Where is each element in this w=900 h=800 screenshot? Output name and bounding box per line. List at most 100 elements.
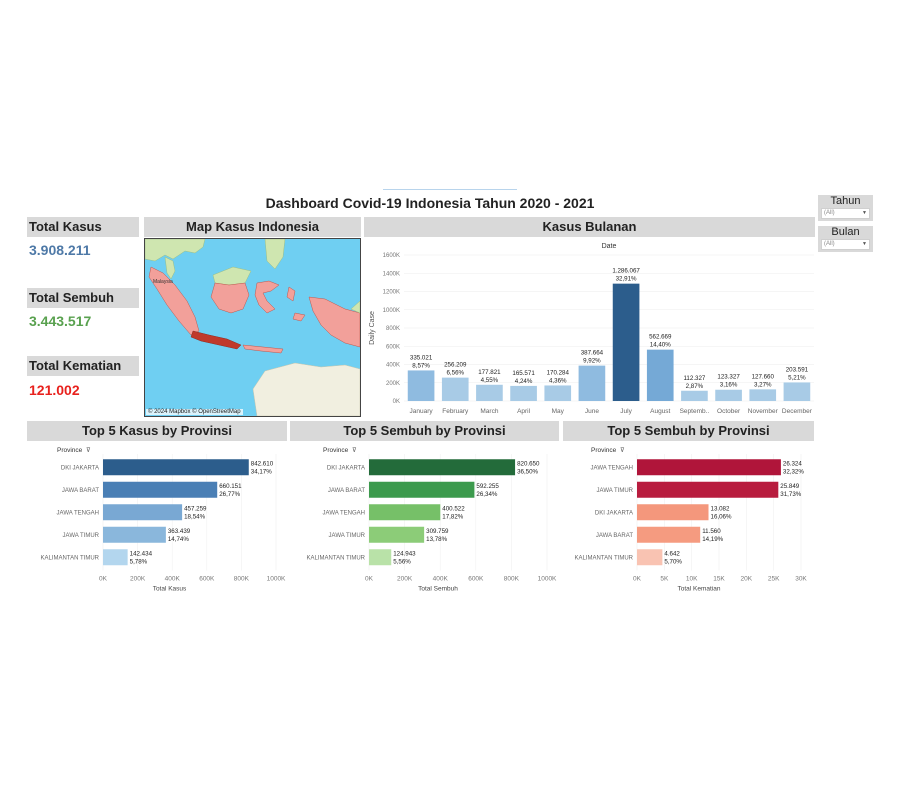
map-land-kalimantan <box>210 282 250 314</box>
monthly-y-tick: 1000K <box>383 308 400 314</box>
category-label: JAWA TIMUR <box>597 488 634 494</box>
pct-label: 14,74% <box>168 536 189 543</box>
monthly-pct-label: 4,55% <box>481 377 499 384</box>
province-bar[interactable] <box>637 459 781 476</box>
province-bar[interactable] <box>637 549 663 566</box>
monthly-pct-label: 2,87% <box>686 383 704 390</box>
monthly-y-tick: 400K <box>386 363 400 369</box>
province-bar[interactable] <box>637 526 701 543</box>
province-bar[interactable] <box>103 459 249 476</box>
category-label: JAWA BARAT <box>328 488 365 494</box>
filter-tahun-select[interactable]: (All) ▼ <box>821 208 870 219</box>
filter-icon[interactable]: ⊽ <box>352 447 357 454</box>
monthly-bar[interactable] <box>783 382 811 401</box>
map-land-sulawesi <box>254 280 280 314</box>
monthly-value-label: 256.209 <box>444 362 467 369</box>
map-land-sumatra <box>148 266 200 336</box>
pct-label: 18,54% <box>184 513 205 520</box>
filter-bulan: Bulan (All) ▼ <box>818 226 873 252</box>
monthly-bar[interactable] <box>578 365 606 401</box>
pct-label: 5,56% <box>393 558 411 565</box>
filter-bulan-value: (All) <box>824 241 835 247</box>
kpi-total-kasus-label: Total Kasus <box>27 217 139 237</box>
filter-bulan-select[interactable]: (All) ▼ <box>821 239 870 250</box>
monthly-value-label: 165.571 <box>512 370 535 377</box>
province-bar[interactable] <box>103 504 183 521</box>
map-kasus-indonesia[interactable]: Malaysia © 2024 Mapbox © OpenStreetMap <box>144 238 361 417</box>
monthly-bar[interactable] <box>681 390 708 401</box>
monthly-bar[interactable] <box>749 389 777 401</box>
map-land-maluku <box>286 286 306 322</box>
province-bar[interactable] <box>103 549 128 566</box>
province-bar[interactable] <box>103 481 218 498</box>
kpi-total-kasus-value: 3.908.211 <box>29 242 91 258</box>
monthly-pct-label: 32,91% <box>616 276 637 283</box>
monthly-value-label: 127.660 <box>752 373 775 380</box>
monthly-value-label: 203.591 <box>786 366 809 373</box>
province-bar[interactable] <box>103 526 166 543</box>
dashboard-title: Dashboard Covid-19 Indonesia Tahun 2020 … <box>265 195 595 211</box>
monthly-pct-label: 3,27% <box>754 381 772 388</box>
value-label: 660.151 <box>219 483 242 490</box>
value-label: 25.849 <box>780 483 799 490</box>
x-tick: 0K <box>633 576 642 583</box>
monthly-bar[interactable] <box>441 377 469 401</box>
map-land-java <box>190 330 242 350</box>
monthly-bar[interactable] <box>476 384 503 401</box>
filter-tahun-label: Tahun <box>830 195 861 207</box>
monthly-bar[interactable] <box>612 283 640 401</box>
monthly-bar[interactable] <box>544 385 572 401</box>
province-bar[interactable] <box>369 481 475 498</box>
x-tick: 400K <box>433 576 449 583</box>
monthly-subtitle: Date <box>602 243 617 250</box>
monthly-x-tick: December <box>782 408 813 415</box>
pct-label: 5,70% <box>664 558 682 565</box>
x-tick: 0K <box>99 576 108 583</box>
monthly-y-axis-title: Daily Case <box>369 311 376 345</box>
category-label: DKI JAKARTA <box>61 465 99 471</box>
category-label: JAWA BARAT <box>62 488 99 494</box>
filter-icon[interactable]: ⊽ <box>86 447 91 454</box>
monthly-bar[interactable] <box>510 385 537 401</box>
monthly-bar[interactable] <box>646 349 674 401</box>
monthly-chart: Date Daily Case 0K 200K 400K 600K 800K 1000K 120… <box>369 243 814 415</box>
map-land-nusa-tenggara <box>242 344 284 354</box>
map-place-label: Malaysia <box>153 279 173 285</box>
monthly-x-tick: January <box>410 408 434 415</box>
map-land-png <box>350 300 360 314</box>
pct-label: 26,77% <box>219 491 240 498</box>
monthly-value-label: 1.286.067 <box>612 268 640 275</box>
monthly-x-tick: April <box>517 408 531 415</box>
monthly-y-tick: 1400K <box>383 271 400 277</box>
monthly-bar[interactable] <box>715 389 742 401</box>
category-label: JAWA TIMUR <box>329 533 366 539</box>
map-land-peninsula <box>164 256 176 280</box>
x-tick: 5K <box>660 576 669 583</box>
pct-label: 13,78% <box>426 536 447 543</box>
province-bar[interactable] <box>369 504 441 521</box>
x-tick: 600K <box>199 576 215 583</box>
value-label: 11.560 <box>702 528 721 535</box>
province-bar[interactable] <box>369 459 516 476</box>
x-tick: 10K <box>686 576 698 583</box>
monthly-y-tick: 1600K <box>383 253 400 259</box>
x-tick: 20K <box>741 576 753 583</box>
value-label: 124.943 <box>393 550 416 557</box>
monthly-pct-label: 3,16% <box>720 382 738 389</box>
province-bar[interactable] <box>369 549 392 566</box>
province-bar[interactable] <box>369 526 425 543</box>
x-tick: 400K <box>165 576 181 583</box>
province-bar[interactable] <box>637 481 779 498</box>
monthly-bar[interactable] <box>407 370 435 401</box>
pct-label: 16,06% <box>711 513 732 520</box>
filter-icon[interactable]: ⊽ <box>620 447 625 454</box>
filter-bulan-label: Bulan <box>831 226 860 238</box>
pct-label: 14,19% <box>702 536 723 543</box>
x-tick: 800K <box>234 576 250 583</box>
monthly-x-tick: March <box>480 408 498 415</box>
pct-label: 5,78% <box>130 558 148 565</box>
province-bar[interactable] <box>637 504 709 521</box>
filter-tahun-value: (All) <box>824 210 835 216</box>
value-label: 363.439 <box>168 528 191 535</box>
monthly-y-tick: 200K <box>386 381 400 387</box>
